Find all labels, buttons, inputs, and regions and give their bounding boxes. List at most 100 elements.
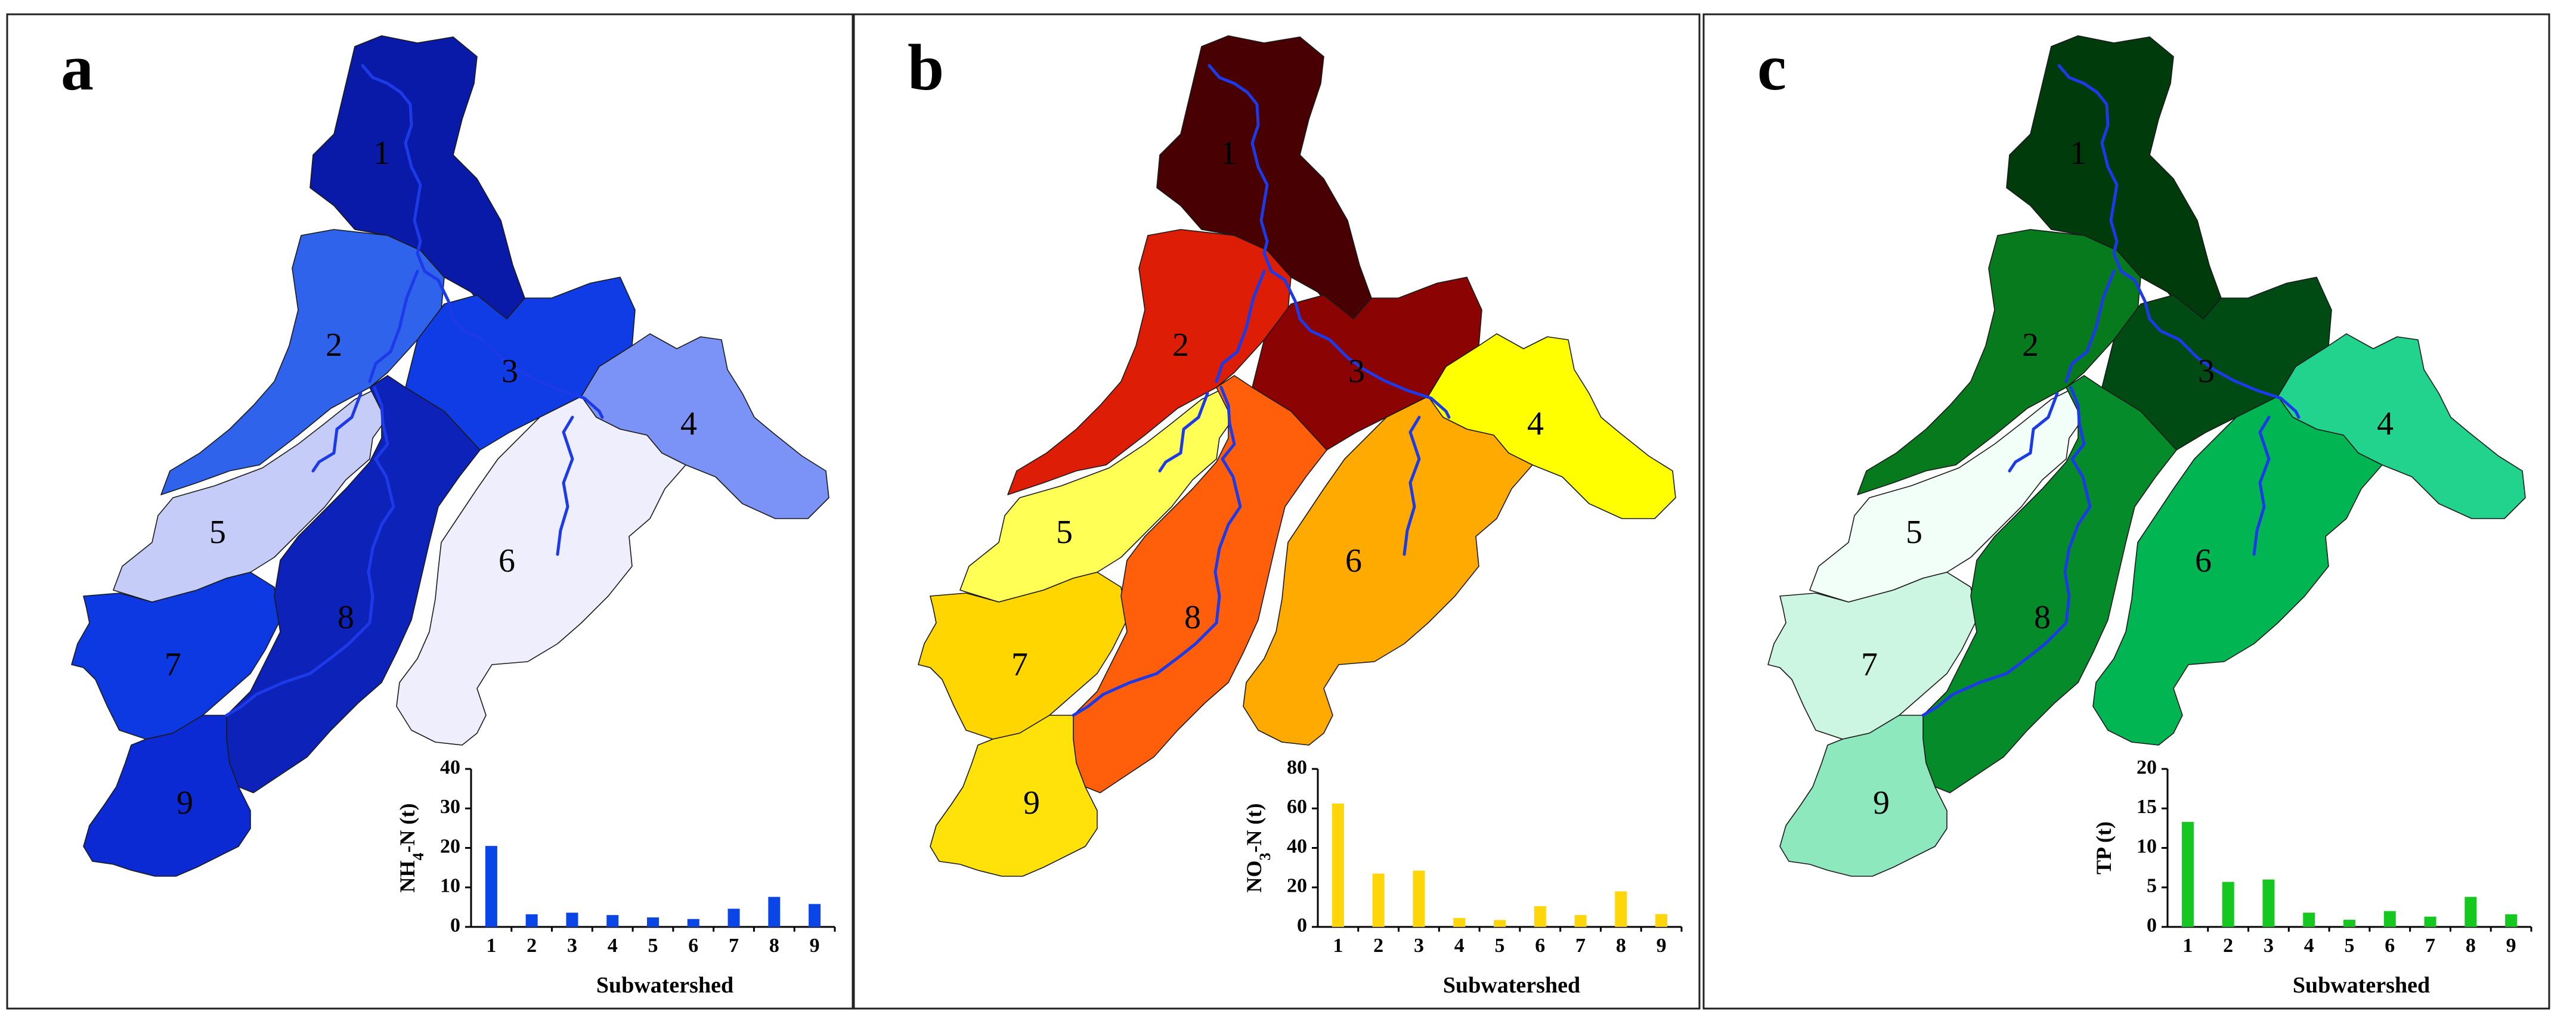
subwatershed-label-1: 1 [373, 135, 390, 172]
x-tick-label: 3 [567, 935, 577, 957]
bar-5 [1494, 920, 1506, 927]
bar-5 [2343, 920, 2355, 927]
y-tick-label: 0 [450, 914, 460, 936]
x-tick-label: 5 [2345, 935, 2355, 957]
subwatershed-8 [226, 375, 481, 793]
bar-1 [2181, 821, 2194, 927]
bar-4 [2303, 913, 2315, 927]
x-tick-label: 6 [1535, 935, 1545, 957]
subwatershed-label-8: 8 [1184, 599, 1201, 636]
subwatershed-label-9: 9 [177, 784, 193, 821]
y-axis-label-sub: 3 [1256, 852, 1274, 860]
x-tick-label: 9 [2506, 935, 2516, 957]
bar-1 [1332, 803, 1344, 927]
x-tick-label: 2 [1373, 935, 1383, 957]
subwatershed-label-4: 4 [1527, 405, 1544, 442]
subwatershed-label-5: 5 [1906, 514, 1922, 551]
bar-4 [1453, 918, 1466, 927]
bar-9 [1655, 914, 1668, 927]
subwatershed-8 [1073, 375, 1327, 793]
subwatershed-label-3: 3 [501, 353, 518, 390]
subwatershed-9 [83, 715, 251, 877]
y-tick-label: 10 [440, 875, 460, 897]
subwatershed-label-6: 6 [499, 542, 515, 579]
subwatershed-label-4: 4 [2377, 405, 2394, 442]
river-segment [556, 415, 574, 556]
bar-8 [1615, 891, 1627, 927]
bar-9 [2505, 914, 2518, 927]
river-network [1921, 64, 2301, 717]
river-segment [2252, 415, 2271, 556]
x-tick-label: 7 [1575, 935, 1586, 957]
river-segment [311, 392, 363, 473]
y-tick-label: 0 [1297, 914, 1307, 936]
y-tick-label: 10 [2137, 835, 2157, 857]
x-tick-label: 7 [729, 935, 739, 957]
y-tick-label: 30 [440, 796, 460, 818]
panel-b: b 1 2 3 4 5 6 7 8 9 0 20 40 60 80 1 2 3 4 5 6 7 8 9 Subwatershed… [853, 13, 1701, 1010]
bar-8 [768, 896, 781, 927]
x-axis-label: Subwatershed [596, 973, 733, 998]
y-tick-label: 40 [440, 756, 460, 778]
subwatershed-label-1: 1 [1220, 135, 1237, 172]
subwatershed-label-7: 7 [165, 646, 181, 683]
x-tick-label: 8 [769, 935, 779, 957]
x-tick-label: 1 [2182, 935, 2193, 957]
panel-letter: b [908, 31, 944, 104]
bar-6 [687, 919, 699, 927]
x-tick-label: 4 [1454, 935, 1465, 957]
bar-2 [2222, 882, 2234, 927]
x-tick-label: 9 [810, 935, 820, 957]
subwatershed-label-8: 8 [2034, 599, 2051, 636]
x-tick-label: 9 [1657, 935, 1667, 957]
panel-letter: a [61, 31, 94, 104]
x-tick-label: 2 [2223, 935, 2233, 957]
bar-6 [1534, 906, 1546, 927]
river-segment [1215, 269, 1266, 383]
panel-letter: c [1757, 31, 1787, 104]
subwatershed-6 [2092, 396, 2383, 746]
subwatershed-label-2: 2 [326, 327, 342, 364]
subwatershed-label-2: 2 [2022, 327, 2039, 364]
river-segment [1072, 386, 1242, 717]
panel-a: a 1 2 3 4 5 6 7 8 9 0 10 20 30 40 1 2 3 4 5 6 7 8 9 Subwatershed… [6, 13, 854, 1010]
y-axis-label: NO3-N (t) [1242, 804, 1274, 893]
subwatershed-label-8: 8 [338, 599, 354, 636]
subwatershed-2 [1007, 229, 1292, 495]
y-axis-label-rest: -N (t) [395, 804, 419, 853]
y-tick-label: 15 [2137, 796, 2157, 818]
bar-3 [2262, 879, 2275, 927]
subwatershed-label-5: 5 [1056, 514, 1073, 551]
river-segment [1921, 386, 2092, 717]
subwatershed-label-7: 7 [1011, 646, 1028, 683]
watershed-map [1767, 35, 2526, 877]
y-axis-label-sub: 4 [410, 852, 427, 860]
bar-6 [2383, 911, 2396, 927]
bar-7 [727, 908, 740, 927]
x-axis-label: Subwatershed [2293, 973, 2430, 998]
x-tick-label: 8 [1616, 935, 1626, 957]
river-segment [1158, 392, 1209, 473]
panel-c: c 1 2 3 4 5 6 7 8 9 0 5 10 15 20 1 2 3 4 5 6 7 8 9 Subwatershed T… [1702, 13, 2550, 1010]
y-axis-label-rest: -N (t) [1242, 804, 1266, 853]
y-tick-label: 60 [1287, 796, 1307, 818]
x-tick-label: 8 [2466, 935, 2476, 957]
subwatershed-2 [160, 229, 445, 495]
subwatershed-label-3: 3 [2198, 353, 2215, 390]
x-tick-label: 1 [1333, 935, 1343, 957]
bar-3 [1413, 870, 1425, 927]
river-segment [1208, 64, 1451, 419]
river-segment [2064, 269, 2116, 383]
bar-2 [525, 914, 538, 927]
subwatershed-2 [1857, 229, 2141, 495]
subwatershed-label-6: 6 [2195, 542, 2212, 579]
bar-4 [606, 915, 619, 927]
subwatershed-6 [396, 396, 686, 746]
river-network [225, 64, 604, 717]
subwatershed-6 [1243, 396, 1533, 746]
x-tick-label: 3 [1414, 935, 1424, 957]
